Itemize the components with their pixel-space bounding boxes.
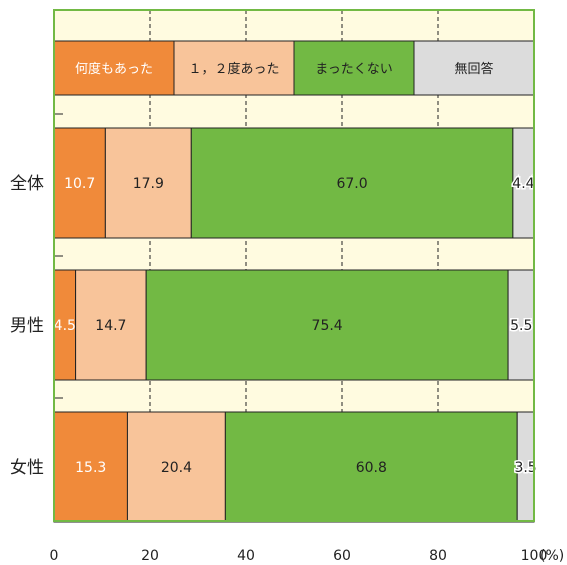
value-label: 4.4 — [512, 176, 534, 192]
x-axis: 0 20 40 60 80 100(%) — [50, 548, 565, 564]
bars — [53, 113, 535, 523]
category-label: 男性 — [10, 316, 44, 336]
x-tick-label: 40 — [237, 548, 255, 564]
value-label: 5.5 — [510, 318, 532, 334]
x-tick-label: 60 — [333, 548, 351, 564]
bar-segment — [126, 411, 226, 523]
bar-segment — [75, 269, 147, 381]
legend-label-0: 何度もあった — [75, 61, 153, 77]
value-label: 4.5 — [54, 318, 76, 334]
legend-swatch-3 — [413, 40, 535, 96]
bar-segment — [190, 127, 514, 239]
bar-segment — [104, 127, 192, 239]
x-tick-label: 100 — [521, 548, 548, 564]
value-label: 14.7 — [95, 318, 126, 334]
legend-swatch-2 — [293, 40, 415, 96]
legend-label-2: まったくない — [315, 62, 392, 77]
x-tick-label: 20 — [141, 548, 159, 564]
x-tick-label: 80 — [429, 548, 447, 564]
value-label: 60.8 — [356, 460, 387, 476]
value-label: 15.3 — [75, 460, 106, 476]
value-label: 67.0 — [336, 176, 367, 192]
value-label: 17.9 — [133, 176, 164, 192]
legend-label-3: 無回答 — [454, 61, 493, 77]
legend-swatch-0 — [53, 40, 175, 96]
bar-segment — [145, 269, 509, 381]
legend-label-1: １，２度あった — [188, 61, 279, 77]
legend: 何度もあった １，２度あった まったくない 無回答 — [53, 40, 535, 96]
value-label: 20.4 — [161, 460, 192, 476]
x-unit-label: (%) — [540, 548, 564, 564]
value-label: 3.5 — [514, 460, 536, 476]
value-labels: 10.7 17.9 67.0 4.4 4.5 14.7 75.4 5.5 15.3 20.4 60.… — [54, 175, 539, 478]
category-label: 全体 — [10, 174, 44, 194]
x-tick-label: 0 — [50, 548, 59, 564]
bar-segment — [53, 411, 128, 523]
bar-segment — [53, 127, 106, 239]
category-label: 女性 — [10, 458, 44, 478]
value-label: 75.4 — [312, 318, 343, 334]
plot-frame — [53, 9, 535, 522]
value-label: 10.7 — [64, 176, 95, 192]
